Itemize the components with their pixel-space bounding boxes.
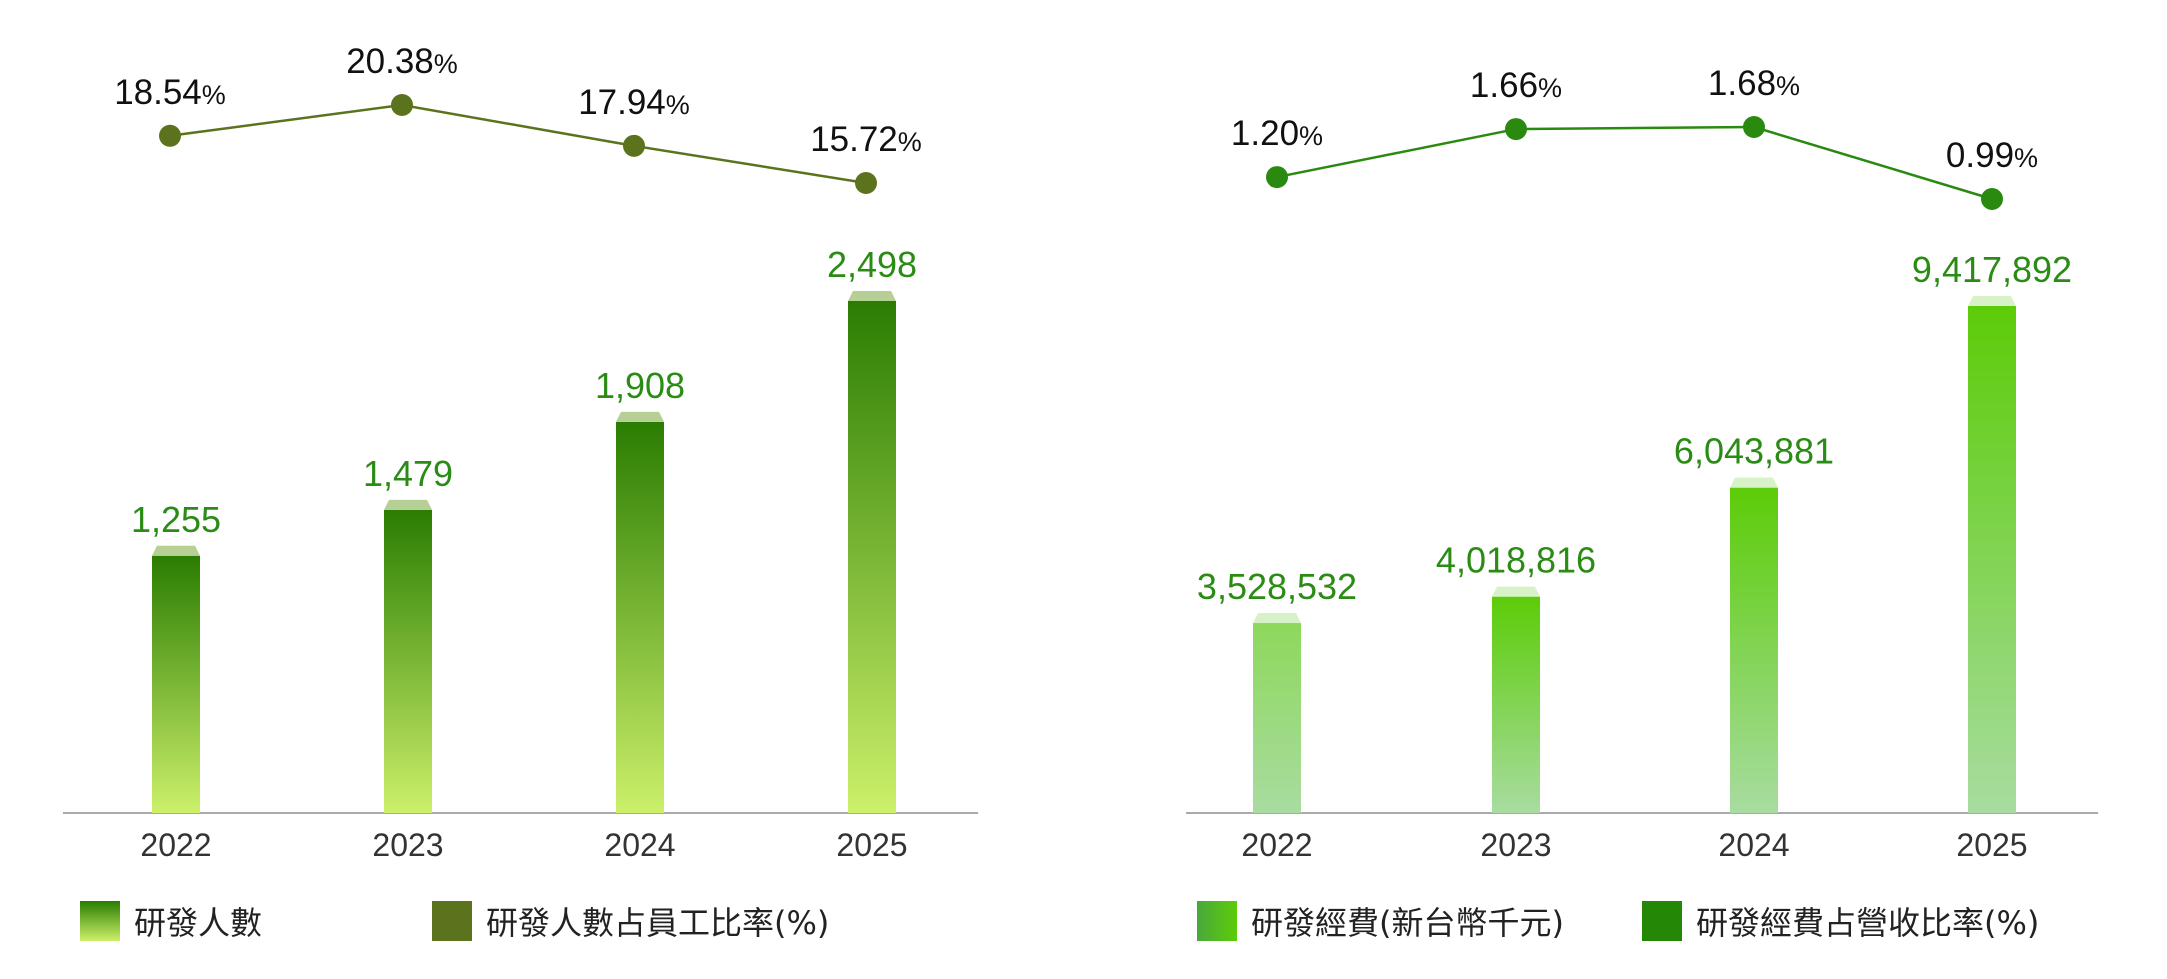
headcount-bar-2024 xyxy=(616,421,664,813)
legend-label-rd-headcount-ratio: 研發人數占員工比率(%) xyxy=(486,904,830,942)
headcount-bar-cap-2023 xyxy=(384,499,432,510)
legend-item-rd-expense: 研發經費(新台幣千元) xyxy=(1197,898,1564,944)
legend-item-rd-headcount: 研發人數 xyxy=(80,898,262,944)
headcount-x-tick-2023: 2023 xyxy=(372,827,443,863)
headcount-bar-cap-2025 xyxy=(848,291,896,301)
headcount-ratio-point-2023 xyxy=(391,94,413,116)
legend-right: 研發經費(新台幣千元) 研發經費占營收比率(%) xyxy=(1197,898,2039,944)
legend-swatch-rd-headcount xyxy=(80,901,120,941)
expense-x-tick-2023: 2023 xyxy=(1480,827,1551,863)
expense-bar-2023 xyxy=(1492,596,1540,813)
expense-ratio-label-2024: 1.68% xyxy=(1708,64,1800,103)
expense-ratio-point-2025 xyxy=(1981,188,2003,210)
expense-bar-2022 xyxy=(1253,623,1301,813)
headcount-bar-cap-2022 xyxy=(152,545,200,556)
legend-label-rd-expense: 研發經費(新台幣千元) xyxy=(1251,904,1564,942)
legend-item-rd-headcount-ratio: 研發人數占員工比率(%) xyxy=(432,898,829,944)
headcount-ratio-label-2025: 15.72% xyxy=(810,120,922,159)
expense-bar-2024 xyxy=(1730,487,1778,813)
legend-swatch-rd-expense-ratio xyxy=(1641,901,1682,941)
legend-label-rd-expense-ratio: 研發經費占營收比率(%) xyxy=(1695,904,2040,942)
expense-bar-cap-2022 xyxy=(1253,613,1301,624)
expense-x-tick-2022: 2022 xyxy=(1241,827,1312,863)
headcount-ratio-point-2022 xyxy=(159,124,181,147)
headcount-bar-cap-2024 xyxy=(616,411,664,422)
expense-bar-label-2025: 9,417,892 xyxy=(1912,249,2072,290)
expense-x-tick-2024: 2024 xyxy=(1718,827,1789,863)
legend-swatch-rd-expense xyxy=(1197,901,1237,941)
legend-item-rd-expense-ratio: 研發經費占營收比率(%) xyxy=(1641,898,2040,944)
expense-ratio-point-2024 xyxy=(1743,116,1765,138)
legend-left: 研發人數 研發人數占員工比率(%) xyxy=(80,898,829,944)
headcount-x-tick-2024: 2024 xyxy=(604,827,675,863)
headcount-ratio-label-2024: 17.94% xyxy=(578,83,690,122)
expense-x-tick-2025: 2025 xyxy=(1956,827,2027,863)
expense-ratio-label-2023: 1.66% xyxy=(1470,66,1562,105)
expense-bar-cap-2024 xyxy=(1730,477,1778,488)
legend-swatch-rd-headcount-ratio xyxy=(432,901,473,941)
expense-ratio-label-2022: 1.20% xyxy=(1231,114,1323,153)
legend-label-rd-headcount: 研發人數 xyxy=(134,904,263,942)
expense-bar-label-2023: 4,018,816 xyxy=(1436,540,1596,581)
headcount-bar-2025 xyxy=(848,301,896,813)
headcount-ratio-label-2022: 18.54% xyxy=(114,73,226,112)
expense-ratio-line xyxy=(1276,125,1993,201)
headcount-bar-label-2022: 1,255 xyxy=(131,499,221,540)
expense-bar-label-2022: 3,528,532 xyxy=(1197,566,1357,607)
expense-bar-2025 xyxy=(1968,306,2016,813)
headcount-ratio-label-2023: 20.38% xyxy=(346,42,458,81)
headcount-bar-2022 xyxy=(152,555,200,813)
expense-ratio-point-2023 xyxy=(1505,118,1527,141)
headcount-bar-2023 xyxy=(384,509,432,813)
expense-bar-cap-2025 xyxy=(1968,296,2016,306)
expense-bar-cap-2023 xyxy=(1492,586,1540,597)
headcount-ratio-point-2025 xyxy=(855,172,877,194)
chart-rd-expense: 3,528,532 2022 4,018,816 2023 6,043,881 2024 9… xyxy=(1186,64,2098,863)
headcount-x-tick-2025: 2025 xyxy=(836,827,907,863)
expense-ratio-point-2022 xyxy=(1266,166,1288,189)
headcount-bar-label-2025: 2,498 xyxy=(827,244,917,285)
expense-bar-label-2024: 6,043,881 xyxy=(1674,431,1834,472)
expense-ratio-label-2025: 0.99% xyxy=(1946,136,2038,175)
headcount-ratio-line xyxy=(169,103,867,185)
headcount-bar-label-2023: 1,479 xyxy=(363,453,453,494)
headcount-bar-label-2024: 1,908 xyxy=(595,365,685,406)
headcount-x-tick-2022: 2022 xyxy=(140,827,211,863)
headcount-ratio-point-2024 xyxy=(623,134,645,157)
chart-rd-headcount: 1,255 2022 1,479 2023 1,908 2024 2,498 2025 18.5… xyxy=(63,42,978,863)
